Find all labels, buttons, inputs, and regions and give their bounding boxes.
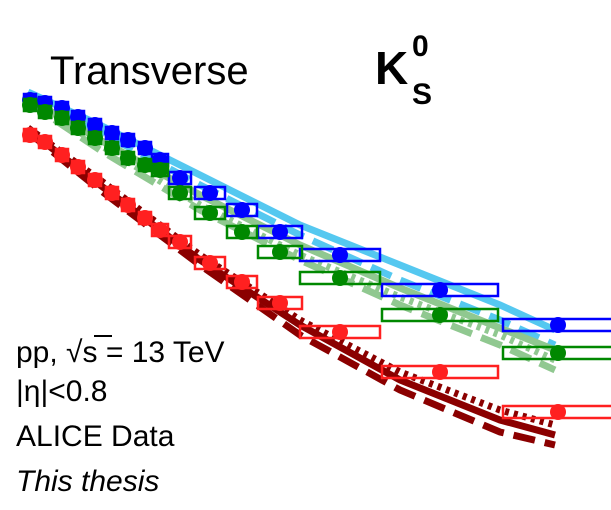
data-point	[332, 270, 348, 286]
data-point	[432, 282, 448, 298]
data-point	[172, 170, 188, 186]
model-curve	[25, 125, 556, 429]
plot-area	[22, 88, 611, 449]
data-point	[202, 255, 218, 271]
data-point	[137, 210, 153, 226]
data-point	[104, 140, 120, 156]
data-point	[550, 317, 566, 333]
data-point	[137, 140, 153, 156]
data-point	[87, 172, 103, 188]
data-point	[22, 97, 38, 113]
data-point	[550, 345, 566, 361]
data-point	[152, 222, 168, 238]
data-point	[202, 205, 218, 221]
data-point	[70, 120, 86, 136]
annotation: pp, √s = 13 TeV	[16, 336, 225, 369]
data-point	[87, 130, 103, 146]
data-point	[54, 110, 70, 126]
data-point	[37, 134, 53, 150]
data-point	[272, 244, 288, 260]
data-point	[432, 307, 448, 323]
data-point	[152, 162, 168, 178]
particle-sub: S	[412, 78, 432, 111]
data-point	[332, 247, 348, 263]
particle-sup: 0	[412, 30, 429, 63]
data-point	[137, 157, 153, 173]
model-curve	[26, 99, 557, 374]
data-point	[70, 159, 86, 175]
data-point	[332, 324, 348, 340]
data-point	[272, 224, 288, 240]
data-point	[234, 202, 250, 218]
annotation: |η|<0.8	[16, 375, 108, 408]
data-point	[172, 234, 188, 250]
annotation: ALICE Data	[16, 420, 175, 453]
data-point	[120, 197, 136, 213]
chart-title: Transverse	[50, 49, 249, 93]
data-point	[37, 104, 53, 120]
data-point	[54, 147, 70, 163]
data-point	[234, 224, 250, 240]
data-point	[550, 404, 566, 420]
data-point	[120, 150, 136, 166]
data-point	[104, 125, 120, 141]
data-point	[120, 132, 136, 148]
data-point	[104, 185, 120, 201]
data-point	[202, 185, 218, 201]
data-point	[234, 274, 250, 290]
data-point	[272, 295, 288, 311]
data-point	[432, 364, 448, 380]
data-point	[22, 127, 38, 143]
particle-symbol: K	[375, 42, 408, 94]
data-point	[172, 185, 188, 201]
data-point	[87, 117, 103, 133]
annotation: This thesis	[16, 465, 159, 498]
